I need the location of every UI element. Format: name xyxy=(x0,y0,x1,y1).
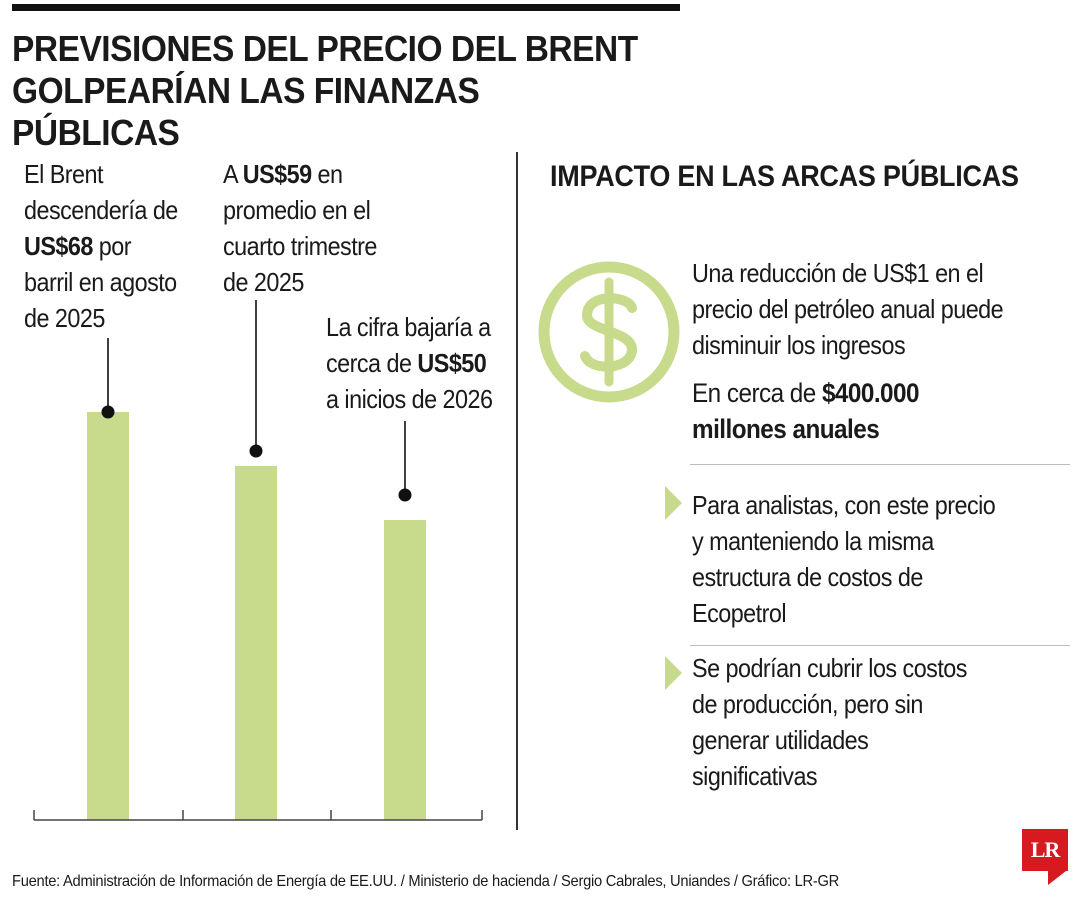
annotation-text: promedio en el xyxy=(223,195,371,225)
annotation-early-2026: La cifra bajaría a cerca de US$50 a inicio… xyxy=(326,309,493,417)
annotation-text: a inicios de 2026 xyxy=(326,384,493,414)
bullet-analysts: Para analistas, con este precio y manten… xyxy=(692,487,996,631)
bullet-line: y manteniendo la misma xyxy=(692,526,934,556)
page-title: PREVISIONES DEL PRECIO DEL BRENT GOLPEAR… xyxy=(12,28,654,154)
annotation-august-2025: El Brent descendería de US$68 por barril en… xyxy=(24,156,178,336)
annotation-line: US$68 por xyxy=(24,228,178,264)
annotation-text: barril en agosto xyxy=(24,267,177,297)
triangle-bullet-icon xyxy=(665,656,682,690)
separator xyxy=(690,645,1070,646)
annotation-value: US$50 xyxy=(417,348,487,378)
bullet-costs: Se podrían cubrir los costos de producci… xyxy=(692,650,967,794)
annotation-line: cerca de US$50 xyxy=(326,345,492,381)
annotation-text: El Brent xyxy=(24,159,103,189)
title-line-2: GOLPEARÍAN LAS FINANZAS PÚBLICAS xyxy=(12,70,480,153)
bar xyxy=(235,466,277,820)
annotation-text: A xyxy=(223,159,243,189)
impact-amount-line-1: En cerca de $400.000 xyxy=(692,375,920,411)
bar-chart xyxy=(33,300,483,821)
annotation-line: descendería de xyxy=(24,192,178,228)
bar xyxy=(384,520,426,820)
data-point-marker xyxy=(398,488,412,502)
lr-logo-tail xyxy=(1048,871,1066,885)
data-point-marker xyxy=(101,405,115,419)
bullet-line: estructura de costos de xyxy=(692,562,923,592)
impact-amount-prefix: En cerca de xyxy=(692,378,822,408)
dollar-circle-icon xyxy=(538,261,680,403)
annotation-value: US$59 xyxy=(242,159,312,189)
lr-logo: LR xyxy=(1022,829,1068,871)
bullet-line: Ecopetrol xyxy=(692,598,787,628)
source-footer: Fuente: Administración de Información de… xyxy=(12,873,840,890)
bar xyxy=(87,412,129,820)
annotation-q4-2025: A US$59 en promedio en el cuarto trimestre… xyxy=(223,156,377,300)
annotation-text: cerca de xyxy=(326,348,418,378)
annotation-text: de 2025 xyxy=(223,267,304,297)
annotation-line: barril en agosto xyxy=(24,264,178,300)
bullet-line: Se podrían cubrir los costos xyxy=(692,653,967,683)
title-line-1: PREVISIONES DEL PRECIO DEL BRENT xyxy=(12,28,638,69)
annotation-text: de 2025 xyxy=(24,303,105,333)
column-divider xyxy=(516,152,518,830)
annotation-line: cuarto trimestre xyxy=(223,228,377,264)
impact-text-line: disminuir los ingresos xyxy=(692,330,906,360)
bullet-line: significativas xyxy=(692,761,818,791)
impact-amount: En cerca de $400.000 millones anuales xyxy=(692,375,920,447)
impact-text-line: precio del petróleo anual puede xyxy=(692,294,1004,324)
annotation-line: A US$59 en xyxy=(223,156,377,192)
annotation-line: a inicios de 2026 xyxy=(326,381,493,417)
annotation-text: en xyxy=(311,159,344,189)
bullet-line: de producción, pero sin xyxy=(692,689,923,719)
annotation-text: La cifra bajaría a xyxy=(326,312,491,342)
top-rule xyxy=(12,4,680,11)
annotation-line: de 2025 xyxy=(24,300,178,336)
annotation-text: descendería de xyxy=(24,195,178,225)
annotation-line: promedio en el xyxy=(223,192,377,228)
impact-text: Una reducción de US$1 en el precio del p… xyxy=(692,255,1004,363)
separator xyxy=(690,464,1070,465)
annotation-line: La cifra bajaría a xyxy=(326,309,492,345)
bullet-line: Para analistas, con este precio xyxy=(692,490,996,520)
impact-amount-line-2: millones anuales xyxy=(692,411,919,447)
annotation-value: US$68 xyxy=(24,231,93,261)
impact-heading: IMPACTO EN LAS ARCAS PÚBLICAS xyxy=(550,160,1019,193)
annotation-line: de 2025 xyxy=(223,264,377,300)
triangle-bullet-icon xyxy=(665,486,682,520)
data-point-marker xyxy=(249,444,263,458)
annotation-line: El Brent xyxy=(24,156,178,192)
impact-amount-unit: millones anuales xyxy=(692,414,880,444)
bullet-line: generar utilidades xyxy=(692,725,869,755)
impact-amount-value: $400.000 xyxy=(821,378,920,408)
annotation-text: cuarto trimestre xyxy=(223,231,377,261)
annotation-text: por xyxy=(92,231,132,261)
impact-text-line: Una reducción de US$1 en el xyxy=(692,258,984,288)
